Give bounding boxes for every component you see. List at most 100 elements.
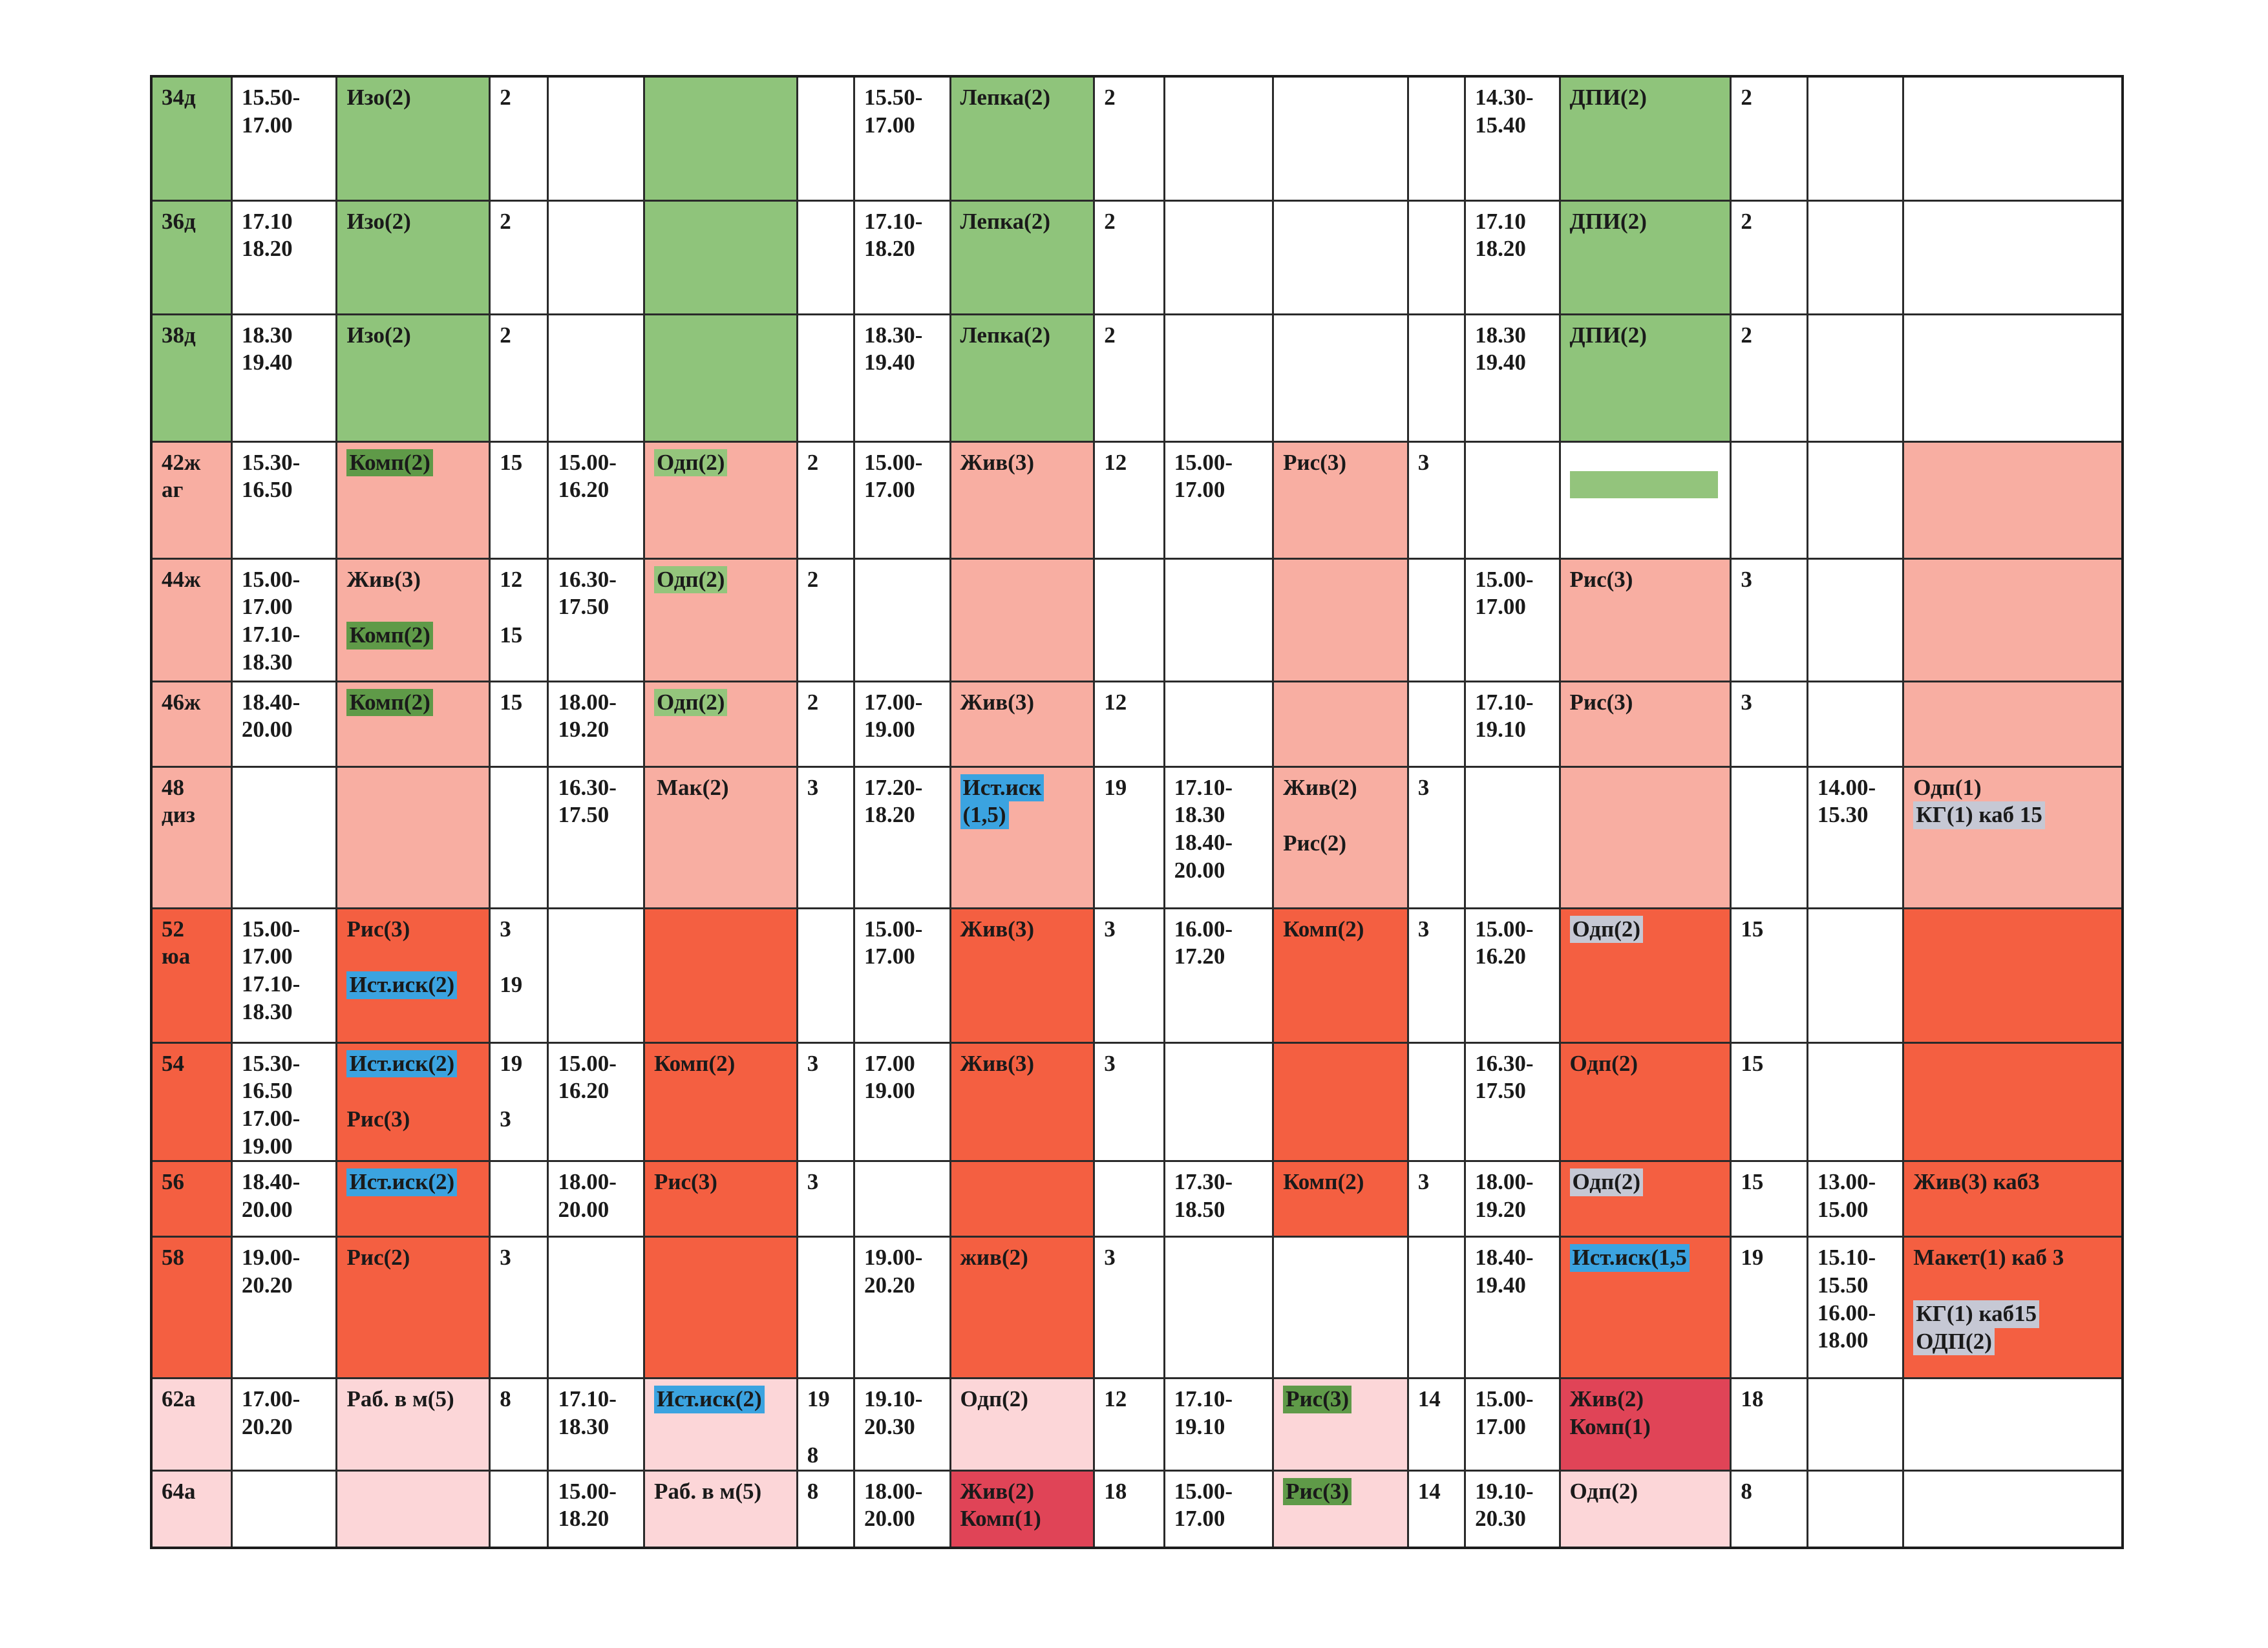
- subject-cell: жив(2): [949, 1236, 1096, 1380]
- cell-line: Одп(2): [653, 688, 791, 717]
- cell-line: жив(2): [960, 1245, 1028, 1271]
- cell-line: 19.40: [1475, 1272, 1526, 1298]
- cell-line: 2: [807, 566, 819, 592]
- cell-line: 18.20: [558, 1506, 609, 1532]
- time-cell: 15.00- 17.00: [1163, 440, 1275, 560]
- green-marker: [1569, 470, 1719, 498]
- cell-line: Жив(3): [960, 449, 1035, 475]
- cell-line: 2: [500, 85, 511, 110]
- room-cell: 2: [796, 440, 856, 560]
- cell-line: Рис(3): [1283, 1477, 1402, 1506]
- highlighted-text: КГ(1) каб15: [1913, 1300, 2040, 1328]
- cell-line: 17.00: [1174, 1506, 1225, 1532]
- row-52-yua: 52 юа 15.00- 17.00 17.10- 18.30 Рис(3) Ист.иск(…: [150, 907, 2124, 1044]
- subject-cell: Одп(2): [642, 557, 798, 682]
- cell-line: (1,5): [960, 801, 1088, 829]
- subject-cell: ДПИ(2): [1558, 313, 1732, 443]
- subject-cell: Жив(2) Комп(1): [949, 1469, 1096, 1549]
- cell-line: 3: [1417, 774, 1430, 800]
- room-cell: 15: [1730, 1041, 1808, 1163]
- room-cell: 18: [1093, 1469, 1165, 1549]
- cell-line: 15: [500, 449, 523, 475]
- row-58: 58 19.00- 20.20 Рис(2) 3 19.00- 20.20 жив(2) 3 18…: [150, 1236, 2124, 1380]
- room-cell: 12: [1093, 1377, 1165, 1472]
- time-cell: 18.40- 20.00: [230, 1160, 338, 1238]
- time-cell: 15.00- 18.20: [547, 1469, 645, 1549]
- subject-cell: Изо(2): [335, 75, 491, 202]
- room-cell: 3: [1730, 680, 1808, 768]
- room-cell: [1406, 199, 1467, 315]
- cell-line: 15.50-: [241, 85, 301, 110]
- cell-line: 44ж: [162, 566, 201, 592]
- cell-line: 17.50: [1475, 1078, 1526, 1104]
- subject-cell: Комп(2): [1272, 907, 1409, 1044]
- subject-cell: [1902, 1377, 2124, 1472]
- cell-line: 20.00: [241, 717, 293, 743]
- cell-line: Мак(2): [654, 774, 791, 802]
- room-cell: [1730, 440, 1808, 560]
- cell-line: 3: [1417, 449, 1430, 475]
- cell-line: 15.50: [1817, 1272, 1869, 1298]
- subject-cell: Жив(3): [949, 907, 1096, 1044]
- subject-cell: [1902, 440, 2124, 560]
- subject-cell: Одп(2): [949, 1377, 1096, 1472]
- subject-cell: Жив(2) Рис(2): [1272, 765, 1409, 909]
- cell-line: 20.30: [864, 1413, 915, 1439]
- cell-line: 17.00: [864, 477, 915, 503]
- room-cell: 19: [1730, 1236, 1808, 1380]
- subject-cell: Одп(2): [1558, 1160, 1732, 1238]
- room-cell: 19 8: [796, 1377, 856, 1472]
- cell-line: 17.00: [1475, 1413, 1526, 1439]
- cell-line: 17.00: [864, 944, 915, 969]
- subject-cell: [1902, 907, 2124, 1044]
- room-cell: 15: [1730, 1160, 1808, 1238]
- row-36d: 36д 17.10 18.20 Изо(2) 2 17.10- 18.20 Лепка(2) 2…: [150, 199, 2124, 315]
- cell-line: 15: [1741, 916, 1764, 942]
- cell-line: 20.20: [241, 1413, 293, 1439]
- cell-line: Рис(3): [1283, 449, 1346, 475]
- subject-cell: [1902, 680, 2124, 768]
- cell-line: 18.40-: [241, 1169, 301, 1195]
- cell-line: 17.10-: [241, 971, 301, 997]
- highlighted-text: Ист.иск(2): [346, 971, 458, 999]
- room-cell: [1406, 313, 1467, 443]
- time-cell: [1163, 313, 1275, 443]
- cell-line: 3: [1417, 1169, 1430, 1195]
- room-cell: 2: [1730, 313, 1808, 443]
- subject-cell: Одп(2): [1558, 907, 1732, 1044]
- cell-line: 19.10-: [864, 1386, 923, 1412]
- time-cell: [1163, 680, 1275, 768]
- subject-cell: Макет(1) каб 3 КГ(1) каб15 ОДП(2): [1902, 1236, 2124, 1380]
- subject-cell: [1558, 765, 1732, 909]
- row-42zh-ag: 42ж аг 15.30- 16.50 Комп(2) 15 15.00- 16.20 Одп(…: [150, 440, 2124, 560]
- group-cell: 34д: [150, 75, 233, 202]
- subject-cell: [642, 199, 798, 315]
- cell-line: 19: [1104, 774, 1127, 800]
- row-34d: 34д 15.50- 17.00 Изо(2) 2 15.50- 17.00 Лепка(2)…: [150, 75, 2124, 202]
- cell-line: Изо(2): [346, 208, 411, 234]
- time-cell: 16.00- 17.20: [1163, 907, 1275, 1044]
- subject-cell: Комп(2): [1272, 1160, 1409, 1238]
- cell-line: 20.20: [864, 1272, 915, 1298]
- cell-line: 19.20: [1475, 1196, 1526, 1222]
- subject-cell: Комп(2): [335, 440, 491, 560]
- cell-line: 18.20: [864, 236, 915, 262]
- subject-cell: ДПИ(2): [1558, 75, 1732, 202]
- cell-line: 62а: [162, 1386, 196, 1412]
- time-cell: 19.00- 20.20: [230, 1236, 338, 1380]
- cell-line: Раб. в м(5): [346, 1386, 454, 1412]
- highlighted-text: Рис(3): [1283, 1386, 1351, 1413]
- cell-line: 20.20: [241, 1272, 293, 1298]
- subject-cell: [642, 75, 798, 202]
- cell-line: Жив(2): [1569, 1386, 1644, 1412]
- cell-line: 15: [1741, 1050, 1764, 1076]
- cell-line: 16.20: [558, 1078, 609, 1104]
- room-cell: [796, 1236, 856, 1380]
- cell-line: ОДП(2): [1913, 1327, 2116, 1356]
- time-cell: 15.00- 17.00 17.10- 18.30: [230, 907, 338, 1044]
- time-cell: 15.00- 17.00: [853, 907, 951, 1044]
- cell-line: 18.40-: [1174, 829, 1233, 855]
- subject-cell: Жив(3) каб3: [1902, 1160, 2124, 1238]
- group-cell: 38д: [150, 313, 233, 443]
- time-cell: 18.00- 19.20: [547, 680, 645, 768]
